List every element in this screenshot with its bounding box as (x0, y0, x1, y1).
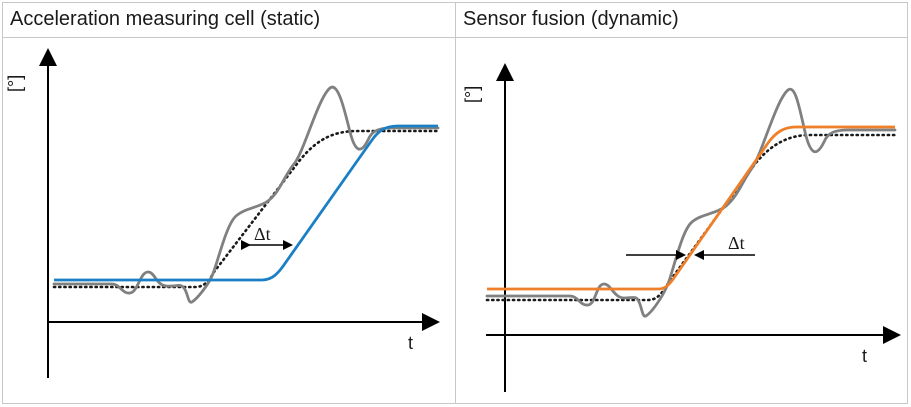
filtered-signal (54, 124, 438, 282)
panel-title-static: Acceleration measuring cell (static) (10, 8, 321, 30)
ideal-signal (52, 129, 440, 289)
x-axis-label: t (408, 333, 413, 353)
y-axis-label: [°] (5, 75, 25, 92)
delta-t-label: Δt (728, 233, 745, 253)
x-axis-label: t (862, 346, 867, 366)
raw-signal (485, 87, 897, 318)
y-axis-label: [°] (462, 86, 482, 103)
panel-static: [°] t Δt (5, 48, 440, 378)
raw-signal (52, 85, 440, 304)
title-divider (2, 37, 908, 38)
filtered-signal (487, 125, 895, 291)
ideal-signal (485, 133, 897, 302)
panel-dynamic: [°] t Δt (462, 63, 901, 392)
delta-t-label: Δt (254, 224, 271, 244)
panel-title-dynamic: Sensor fusion (dynamic) (463, 8, 679, 30)
panel-divider (455, 2, 456, 404)
